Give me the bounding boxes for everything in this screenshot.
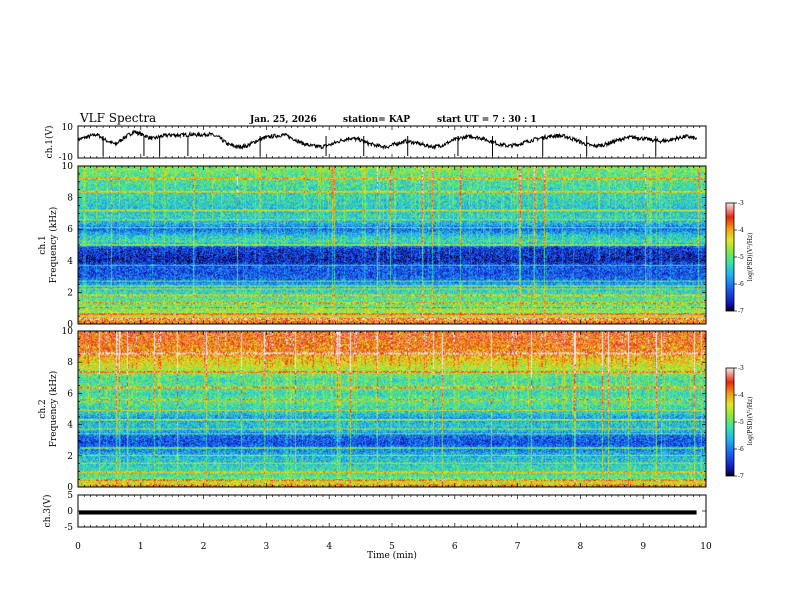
ch3-waveform-ylabel: ch.3(V): [42, 495, 53, 528]
ch2-ytick-label: 4: [67, 421, 73, 431]
ch3-ytick-label: 0: [67, 507, 73, 517]
ch1-colorbar: -3 -4 -5 -6 -7 log(PSD)(V²/Hz): [725, 200, 754, 315]
ch2-spectrogram-panel: 0 2 4 6 8 10 ch.2 Frequency (kHz) -3 -4 -5 -6 -7 …: [38, 327, 754, 493]
ch1-spectrogram-xticks: [77, 166, 707, 324]
ch1-spectrogram-panel: 0 2 4 6 8 10 ch.1 Frequency (kHz) -3 -4 -5 -6 -7 …: [38, 162, 754, 330]
time-tick-label: 9: [640, 542, 646, 552]
ch1-colorbar-gradient: [725, 202, 735, 312]
ch1-ytick-top: 10: [62, 123, 74, 133]
colorbar-tick-label: -5: [738, 254, 744, 261]
ch2-frequency-ylabel: Frequency (kHz): [48, 371, 59, 448]
ch2-ytick-label: 8: [67, 358, 73, 368]
time-tick-label: 1: [138, 542, 144, 552]
time-tick-label: 5: [389, 542, 395, 552]
time-tick-label: 4: [326, 542, 332, 552]
ch1-waveform-xticks: [77, 126, 707, 158]
ch1-waveform-frame: [77, 125, 707, 159]
time-tick-label: 2: [201, 542, 207, 552]
ch1-spectrogram-image: [78, 166, 706, 324]
ch1-colorbar-ticks: -3 -4 -5 -6 -7: [734, 200, 744, 315]
colorbar-tick-label: -3: [738, 200, 744, 207]
colorbar-tick-label: -5: [738, 419, 744, 426]
time-axis-labels: 0 1 2 3 4 5 6 7 8 9 10: [75, 542, 712, 552]
ch2-channel-label: ch.2: [38, 399, 48, 418]
colorbar-tick-label: -4: [738, 227, 744, 234]
ch1-ytick-label: 2: [67, 288, 73, 298]
ch1-waveform-spikes: [102, 136, 657, 156]
colorbar-tick-label: -7: [738, 308, 744, 315]
colorbar-tick-label: -6: [738, 446, 744, 453]
ch3-ytick-label: -5: [64, 523, 73, 533]
ch3-waveform-yticks: 5 0 -5: [64, 491, 706, 533]
ch2-colorbar-gradient: [725, 367, 735, 477]
ch2-colorbar-ticks: -3 -4 -5 -6 -7: [734, 365, 744, 480]
ch2-ytick-label: 2: [67, 452, 73, 462]
header-start-time: start UT = 7 : 30 : 1: [437, 115, 537, 125]
time-axis-title: Time (min): [367, 550, 417, 561]
time-tick-label: 10: [700, 542, 712, 552]
ch2-spectrogram-yticks: 0 2 4 6 8 10: [62, 327, 706, 493]
colorbar-tick-label: -7: [738, 473, 744, 480]
ch3-ytick-label: 5: [67, 491, 73, 501]
ch1-spectrogram-yticks: 0 2 4 6 8 10: [62, 162, 706, 330]
figure-title: VLF Spectra: [79, 111, 156, 125]
time-tick-label: 6: [452, 542, 458, 552]
ch2-ytick-label: 0: [67, 483, 73, 493]
header-station: station= KAP: [343, 115, 410, 125]
colorbar-tick-label: -4: [738, 392, 744, 399]
time-tick-label: 8: [578, 542, 584, 552]
ch2-spectrogram-xticks: [77, 331, 707, 487]
ch2-ytick-label: 10: [62, 327, 74, 337]
colorbar-tick-label: -3: [738, 365, 744, 372]
ch1-ytick-label: 8: [67, 194, 73, 204]
ch3-waveform-band: [79, 510, 697, 515]
ch1-ytick-label: 4: [67, 257, 73, 267]
ch1-ytick-label: 10: [62, 162, 74, 172]
time-tick-label: 3: [264, 542, 270, 552]
ch2-colorbar: -3 -4 -5 -6 -7 log(PSD)(V²/Hz): [725, 365, 754, 480]
ch1-waveform-ylabel: ch.1(V): [44, 126, 55, 159]
time-tick-label: 7: [515, 542, 521, 552]
ch3-waveform-xticks: [77, 495, 707, 527]
ch1-channel-label: ch.1: [38, 235, 48, 254]
ch1-waveform-line: [77, 129, 698, 150]
ch2-ytick-label: 6: [67, 389, 73, 399]
colorbar-tick-label: -6: [738, 281, 744, 288]
header-date: Jan. 25, 2026: [249, 115, 317, 125]
ch1-frequency-ylabel: Frequency (kHz): [48, 207, 59, 284]
ch2-spectrogram-image: [78, 331, 706, 487]
ch1-waveform-panel: 10 -10 ch.1(V): [44, 123, 707, 163]
ch1-colorbar-label: log(PSD)(V²/Hz): [747, 233, 754, 282]
ch1-ytick-bottom: -10: [59, 153, 74, 163]
time-tick-label: 0: [75, 542, 81, 552]
ch1-ytick-label: 6: [67, 225, 73, 235]
ch1-ytick-label: 0: [67, 320, 73, 330]
ch2-colorbar-label: log(PSD)(V²/Hz): [747, 397, 754, 446]
ch3-waveform-panel: 5 0 -5 ch.3(V): [42, 491, 707, 533]
